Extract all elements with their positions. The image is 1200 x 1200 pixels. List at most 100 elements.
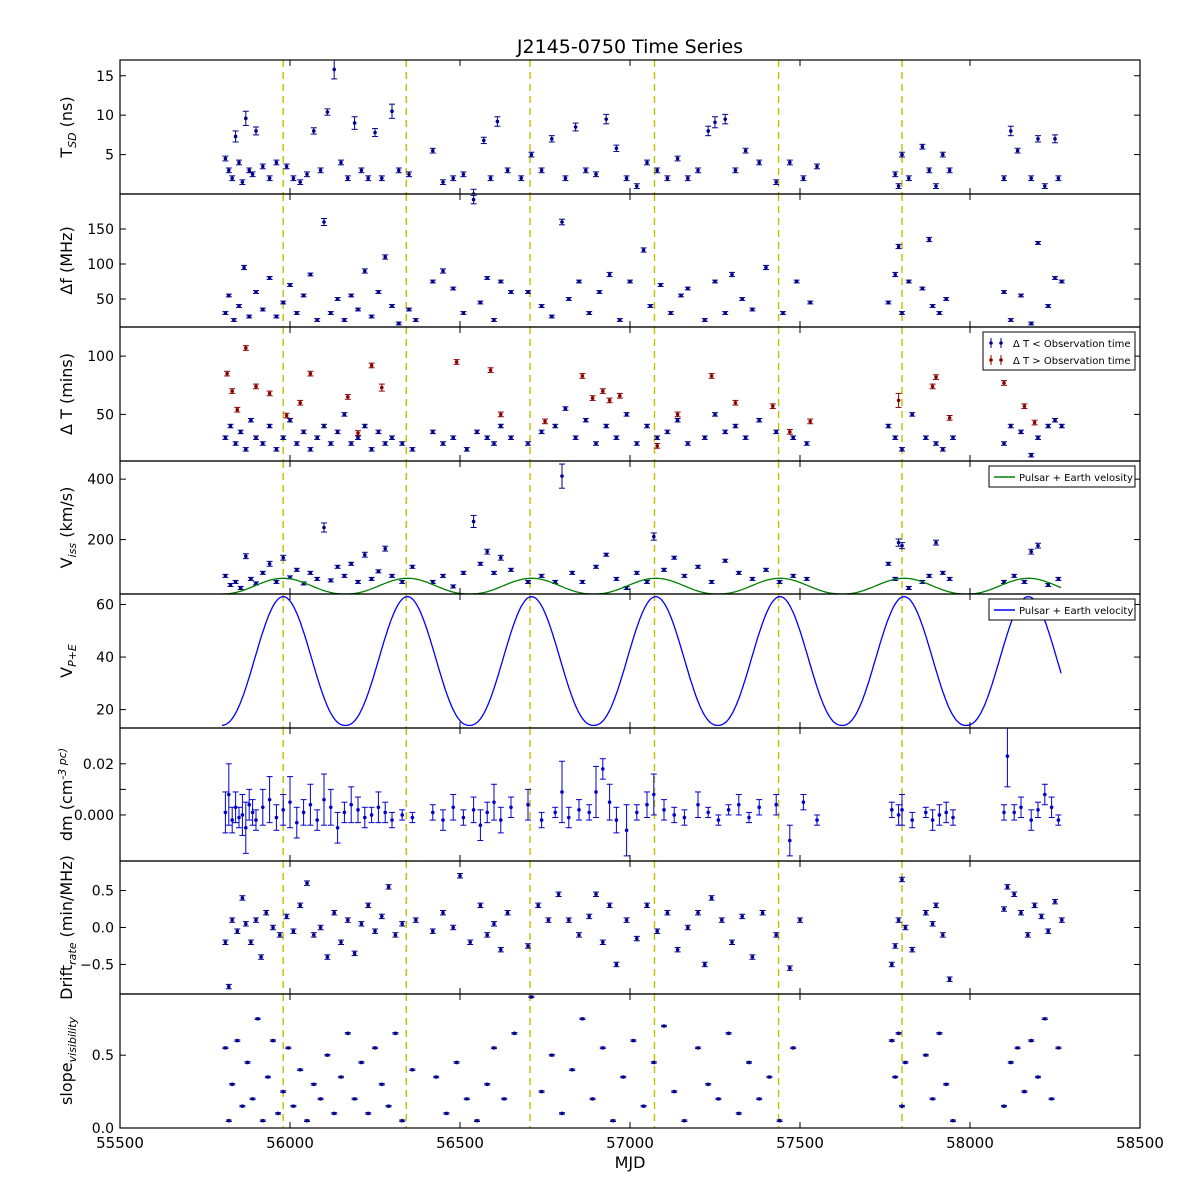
data-point — [352, 1097, 357, 1101]
data-point — [1029, 176, 1033, 181]
data-point — [250, 810, 255, 815]
data-point — [910, 818, 914, 822]
data-point — [1036, 241, 1040, 245]
data-point — [339, 1075, 343, 1079]
data-point — [594, 172, 598, 177]
data-point — [383, 255, 388, 259]
data-point — [920, 144, 925, 149]
data-point — [410, 1067, 415, 1072]
legend-marker — [989, 358, 993, 362]
data-point — [703, 962, 707, 967]
data-point — [335, 297, 340, 301]
data-point — [930, 922, 935, 926]
data-point — [1022, 404, 1027, 409]
data-point — [934, 540, 938, 545]
data-point — [573, 125, 578, 129]
data-point — [366, 903, 371, 908]
data-point — [567, 297, 571, 301]
data-point — [896, 244, 901, 249]
data-point — [458, 873, 462, 878]
data-point — [468, 940, 473, 945]
data-point — [539, 1089, 544, 1094]
data-point — [373, 1046, 377, 1050]
data-point — [1060, 424, 1064, 428]
data-point — [315, 577, 320, 581]
data-point — [590, 1097, 595, 1101]
data-point — [267, 391, 272, 396]
data-point — [743, 435, 748, 440]
data-point — [264, 910, 269, 915]
data-point — [266, 1075, 270, 1079]
data-point — [308, 272, 313, 277]
data-point — [750, 955, 755, 959]
data-point — [924, 1053, 928, 1057]
data-point — [329, 805, 333, 810]
data-point — [376, 805, 381, 810]
legend-dt: Δ T < Observation time Δ T > Observation … — [982, 331, 1136, 371]
data-point — [1019, 805, 1023, 810]
y-axis-label-df: Δf (MHz) — [57, 226, 76, 294]
data-point — [628, 279, 632, 284]
data-point — [267, 561, 272, 566]
data-point — [230, 1082, 234, 1087]
data-point — [788, 430, 792, 434]
data-point — [244, 116, 248, 121]
data-point — [312, 933, 316, 937]
data-point — [475, 430, 479, 434]
data-point — [322, 424, 326, 428]
y-tick-label: 0.000 — [74, 808, 114, 824]
data-point — [276, 1111, 280, 1116]
data-point — [924, 810, 928, 815]
data-point — [505, 168, 510, 173]
data-point — [675, 947, 680, 952]
legend-marker — [999, 341, 1003, 345]
data-point — [244, 922, 248, 926]
data-point — [1002, 810, 1006, 815]
data-point — [1036, 808, 1040, 812]
data-point — [363, 815, 367, 820]
data-point — [240, 1104, 245, 1108]
data-point — [682, 574, 687, 578]
data-point — [618, 393, 622, 398]
data-point — [244, 825, 248, 830]
y-axis-label-vpe: VP+E — [57, 644, 79, 678]
data-point — [930, 304, 935, 308]
data-point — [655, 435, 659, 440]
legend-label: Δ T > Observation time — [1013, 356, 1131, 367]
data-point — [567, 918, 571, 922]
data-point — [369, 577, 374, 581]
data-point — [723, 430, 727, 434]
data-point — [471, 808, 476, 812]
data-point — [618, 318, 622, 322]
data-point — [509, 435, 513, 440]
data-point — [342, 318, 347, 322]
data-point — [737, 1111, 741, 1116]
data-point — [373, 929, 377, 933]
panel-drift: −0.5 0.0 0.5 Driftrate (min/MHz) — [57, 855, 1141, 1000]
data-point — [444, 1111, 449, 1116]
y-tick-label: 0.5 — [92, 1048, 114, 1064]
data-point — [295, 568, 299, 572]
data-point — [312, 1082, 316, 1087]
legend-box — [988, 598, 1136, 621]
data-point — [614, 818, 619, 822]
data-point — [1002, 441, 1006, 446]
data-point — [318, 925, 323, 930]
y-axis-label-viss: Viss (km/s) — [57, 487, 79, 569]
panel-frame — [119, 593, 1141, 729]
data-point — [652, 1060, 656, 1065]
data-point — [247, 168, 251, 173]
data-point — [451, 435, 456, 440]
y-tick-label: 150 — [87, 222, 114, 238]
data-point — [485, 276, 490, 280]
panel-frame — [119, 993, 1141, 1129]
data-point — [771, 404, 775, 409]
y-tick-label: 0.0 — [92, 921, 114, 937]
data-point — [645, 903, 649, 908]
data-point — [369, 447, 374, 452]
data-point — [631, 1038, 636, 1043]
data-point — [461, 172, 466, 177]
data-point — [1043, 792, 1047, 797]
data-point — [495, 119, 500, 124]
